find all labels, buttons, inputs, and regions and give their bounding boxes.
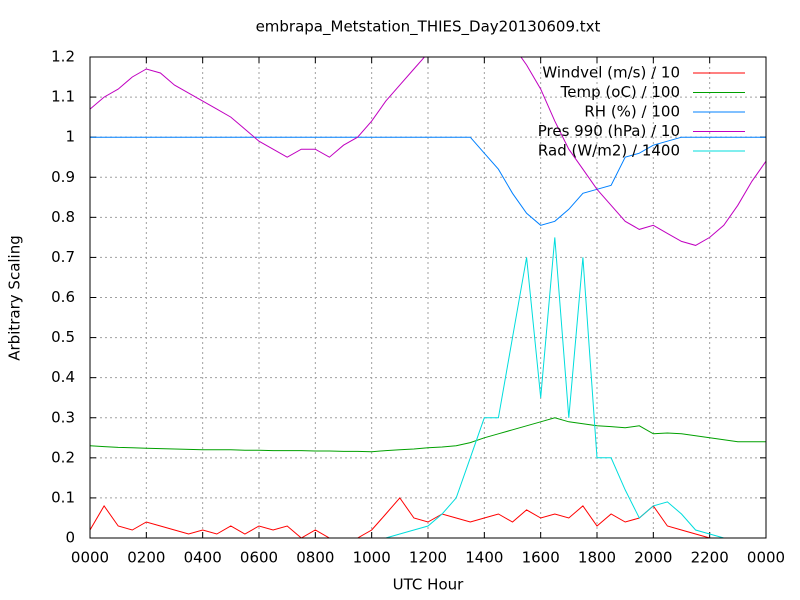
y-tick-label: 1.1 [51,88,75,106]
series-line [90,136,766,226]
series-line [90,57,766,246]
x-tick-label: 2200 [691,549,729,567]
legend-label: Pres 990 (hPa) / 10 [538,122,680,140]
series-line [90,417,766,453]
y-tick-label: 1.2 [51,48,75,66]
x-tick-label: 0000 [747,549,785,567]
y-tick-label: 0.6 [51,288,75,306]
x-tick-label: 1200 [409,549,447,567]
y-tick-label: 0.4 [51,368,75,386]
x-tick-label: 1800 [578,549,616,567]
y-tick-label: 0.7 [51,248,75,266]
x-tick-label: 0000 [71,549,109,567]
x-tick-label: 1000 [353,549,391,567]
y-tick-label: 0.3 [51,408,75,426]
y-tick-label: 0.8 [51,208,75,226]
y-tick-label: 0.2 [51,448,75,466]
x-tick-label: 1600 [522,549,560,567]
y-tick-label: 1 [65,128,75,146]
legend-label: RH (%) / 100 [584,103,680,121]
x-tick-label: 0800 [296,549,334,567]
legend-label: Rad (W/m2) / 1400 [538,142,680,160]
x-tick-label: 0600 [240,549,278,567]
legend-label: Windvel (m/s) / 10 [542,64,680,82]
legend-label: Temp (oC) / 100 [560,83,680,101]
x-tick-label: 0200 [127,549,165,567]
y-tick-label: 0.9 [51,168,75,186]
x-tick-label: 1400 [465,549,503,567]
x-tick-label: 2000 [634,549,672,567]
y-tick-label: 0.1 [51,488,75,506]
series-line [90,237,766,538]
x-axis-label: UTC Hour [393,576,464,594]
plot-frame [89,56,767,539]
plot-lines [90,57,766,538]
x-tick-label: 0400 [184,549,222,567]
y-tick-label: 0.5 [51,328,75,346]
y-tick-label: 0 [65,529,75,547]
chart-title: embrapa_Metstation_THIES_Day20130609.txt [256,18,601,37]
y-axis-label: Arbitrary Scaling [6,235,24,361]
